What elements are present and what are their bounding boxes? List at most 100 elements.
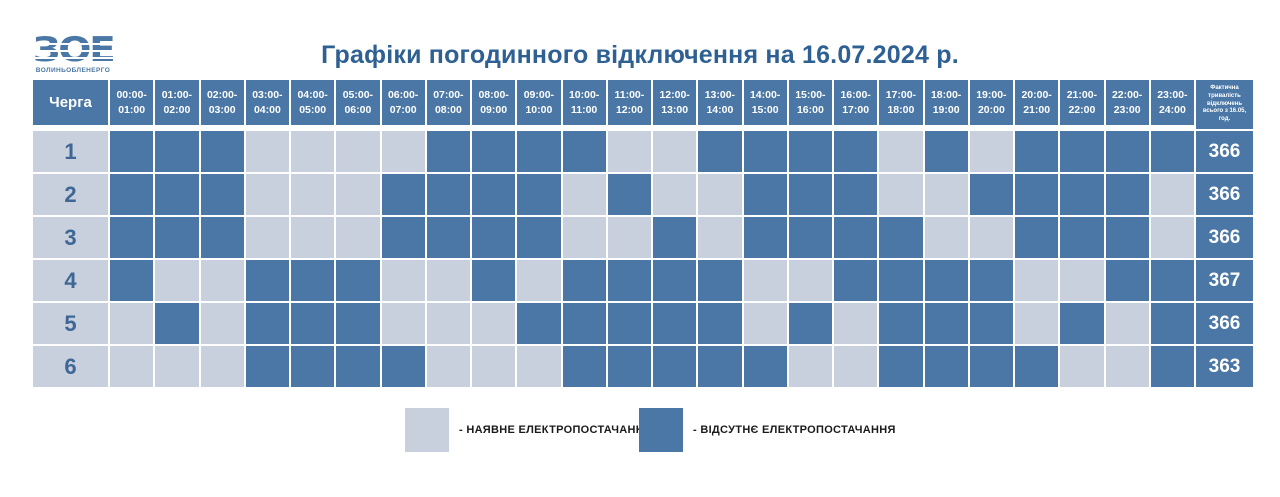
schedule-cell [426,346,470,387]
schedule-cell [472,174,516,215]
schedule-cell [698,174,742,215]
hour-column-header: 22:00- 23:00 [1105,80,1149,125]
schedule-cell [472,260,516,301]
schedule-cell [1060,174,1104,215]
hour-column-header: 12:00- 13:00 [653,80,697,125]
total-hours-value: 366 [1196,174,1253,215]
schedule-cell [517,217,561,258]
schedule-cell [381,260,425,301]
hour-column-header: 19:00- 20:00 [969,80,1013,125]
schedule-cell [834,174,878,215]
schedule-cell [517,346,561,387]
schedule-cell [698,303,742,344]
hour-column-header: 15:00- 16:00 [788,80,832,125]
schedule-cell [562,131,606,172]
schedule-cell [834,303,878,344]
schedule-cell [245,131,289,172]
total-hours-value: 366 [1196,303,1253,344]
schedule-cell [110,303,154,344]
schedule-cell [788,303,832,344]
schedule-cell [788,131,832,172]
schedule-cell [336,346,380,387]
hour-column-header: 13:00- 14:00 [698,80,742,125]
total-duration-header: Фактична тривалість відключень всього з … [1196,80,1253,129]
schedule-cell [155,131,199,172]
schedule-cell [336,174,380,215]
schedule-cell [245,217,289,258]
schedule-cell [743,174,787,215]
schedule-cell [245,174,289,215]
schedule-cell [1150,174,1194,215]
schedule-cell [291,260,335,301]
schedule-cell [110,346,154,387]
schedule-cell [1105,174,1149,215]
schedule-cell [245,303,289,344]
schedule-cell [834,217,878,258]
schedule-cell [924,346,968,387]
schedule-cell [653,346,697,387]
schedule-cell [200,131,244,172]
schedule-cell [698,131,742,172]
schedule-cell [607,303,651,344]
schedule-cell [291,174,335,215]
schedule-cell [834,260,878,301]
hour-column-header: 03:00- 04:00 [245,80,289,125]
schedule-cell [969,131,1013,172]
power-present-swatch [405,408,449,452]
hour-column-header: 00:00- 01:00 [110,80,154,125]
schedule-cell [381,174,425,215]
schedule-cell [607,260,651,301]
schedule-cell [200,346,244,387]
schedule-cell [879,174,923,215]
schedule-cell [969,217,1013,258]
schedule-cell [155,217,199,258]
schedule-cell [969,303,1013,344]
schedule-cell [924,174,968,215]
schedule-cell [607,174,651,215]
schedule-cell [472,131,516,172]
legend-power-absent: - ВІДСУТНЄ ЕЛЕКТРОПОСТАЧАННЯ [639,408,896,452]
schedule-cell [426,131,470,172]
schedule-cell [743,260,787,301]
legend-power-present: - НАЯВНЕ ЕЛЕКТРОПОСТАЧАННЯ [405,408,652,452]
schedule-cell [381,131,425,172]
schedule-cell [879,131,923,172]
queue-number: 5 [33,303,108,344]
schedule-table: Черга 00:00- 01:00 01:00- 02:00 02:00- 03:0… [33,80,1253,387]
schedule-cell [1060,217,1104,258]
schedule-cell [472,217,516,258]
schedule-cell [653,260,697,301]
schedule-cell [1015,346,1059,387]
schedule-cell [200,174,244,215]
total-hours-value: 366 [1196,217,1253,258]
total-hours-value: 363 [1196,346,1253,387]
schedule-cell [653,131,697,172]
hour-column-header: 20:00- 21:00 [1015,80,1059,125]
logo-slat-decoration [27,57,119,59]
schedule-cell [200,303,244,344]
schedule-cell [110,174,154,215]
hour-column-header: 07:00- 08:00 [426,80,470,125]
schedule-cell [1105,217,1149,258]
schedule-cell [517,131,561,172]
schedule-cell [1015,260,1059,301]
schedule-cell [1060,303,1104,344]
schedule-cell [653,303,697,344]
schedule-cell [1105,303,1149,344]
schedule-cell [607,131,651,172]
schedule-cell [562,303,606,344]
schedule-cell [517,174,561,215]
schedule-cell [336,303,380,344]
schedule-cell [1150,260,1194,301]
schedule-cell [743,217,787,258]
schedule-cell [743,346,787,387]
schedule-cell [834,346,878,387]
page-title: Графіки погодинного відключення на 16.07… [321,41,959,69]
schedule-cell [245,346,289,387]
schedule-cell [1015,131,1059,172]
schedule-cell [155,346,199,387]
queue-number: 1 [33,131,108,172]
hour-column-header: 01:00- 02:00 [155,80,199,125]
hour-column-header: 11:00- 12:00 [607,80,651,125]
schedule-cell [1060,260,1104,301]
